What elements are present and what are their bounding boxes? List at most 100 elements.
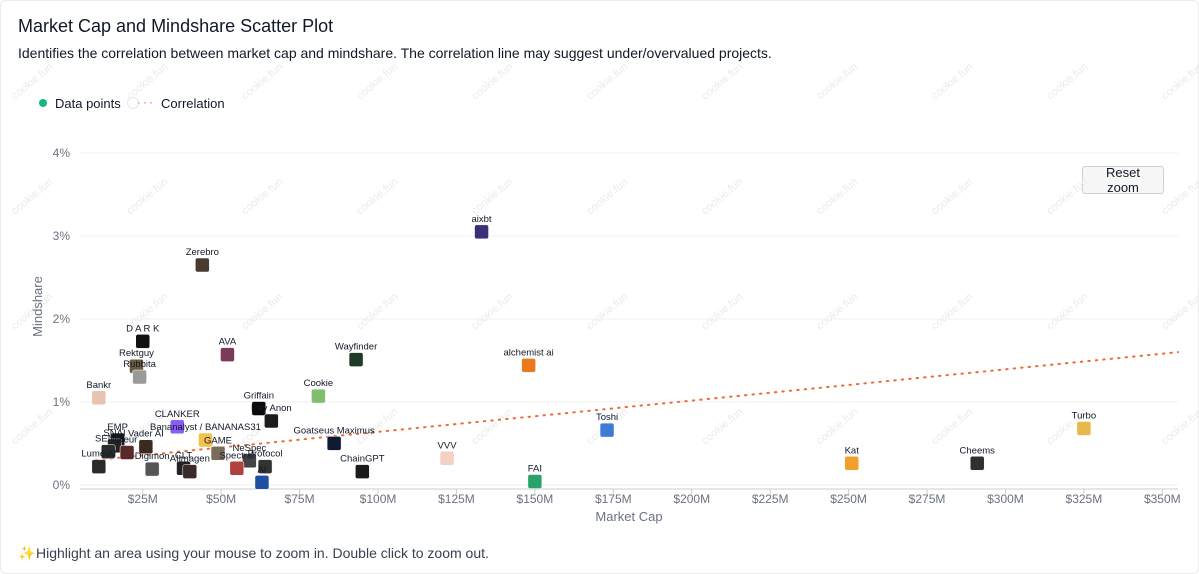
sparkle-icon: ✨ [18, 545, 36, 561]
data-point[interactable]: Toshi [596, 412, 618, 438]
data-point-label: CLT [175, 450, 192, 461]
y-axis-title: Mindshare [30, 276, 45, 337]
watermark: cookie.fun [929, 176, 975, 217]
data-point-logo [521, 358, 536, 373]
data-point-label: D A R K [126, 323, 160, 334]
x-tick-label: $250M [830, 492, 867, 506]
data-point[interactable]: Cheems [960, 445, 996, 471]
data-point-logo [474, 224, 489, 240]
watermark: cookie.fun [354, 61, 400, 102]
data-point-logo [969, 456, 985, 471]
x-tick-label: $75M [285, 492, 315, 506]
watermark: cookie.fun [469, 406, 515, 447]
data-point[interactable]: AI [254, 464, 270, 490]
data-point-logo [439, 451, 455, 466]
chart-subtitle: Identifies the correlation between marke… [18, 45, 772, 61]
data-point-label: Turbo [1072, 410, 1096, 421]
zoom-hint-text: Highlight an area using your mouse to zo… [36, 545, 489, 561]
data-point-logo [195, 257, 210, 273]
x-tick-label: $200M [673, 492, 710, 506]
data-point[interactable]: LumeiAI [81, 449, 116, 474]
data-point-logo [144, 461, 160, 477]
data-point-logo [229, 461, 245, 476]
data-point[interactable]: D A R K [126, 323, 160, 349]
y-tick-label: 0% [53, 478, 71, 492]
data-point-logo [527, 474, 543, 489]
data-point-logo [100, 444, 116, 459]
watermark: cookie.fun [929, 406, 975, 447]
data-point-label: Cheems [960, 445, 996, 456]
data-point[interactable]: Vader AI [128, 429, 164, 454]
y-axis: 0% 1% 2% 3% 4% [53, 146, 71, 492]
data-point-logo [1076, 421, 1092, 436]
data-point[interactable]: Pay Anon [251, 403, 292, 429]
watermark: cookie.fun [9, 61, 55, 102]
watermark: cookie.fun [1044, 291, 1090, 332]
data-point-logo [170, 419, 185, 435]
data-point-logo [264, 413, 279, 429]
data-point-label: AIlmagen [170, 454, 210, 465]
legend-label-data-points: Data points [55, 96, 121, 111]
data-point[interactable]: Protocol [248, 449, 283, 474]
data-point-label: Bananalyst / BANANAS31 [150, 422, 261, 433]
data-point[interactable]: AVA [219, 337, 237, 362]
data-point-logo [198, 432, 213, 448]
watermark: cookie.fun [124, 176, 170, 217]
data-point-logo [182, 464, 198, 479]
x-axis-title: Market Cap [595, 509, 662, 524]
data-point-label: Goatseus Maximus [293, 425, 375, 436]
data-point-label: ChainGPT [340, 454, 385, 465]
data-point[interactable]: Wayfinder [335, 342, 377, 367]
data-point-logo [242, 453, 257, 469]
data-point[interactable]: ChainGPT [340, 454, 385, 479]
data-point[interactable]: Bananalyst / BANANAS31 [150, 422, 261, 448]
data-point-label: alchemist ai [504, 347, 554, 358]
data-point[interactable]: Zerebro [186, 247, 219, 273]
reset-zoom-button[interactable]: Reset zoom [1082, 165, 1164, 195]
data-point[interactable]: Neur [117, 435, 138, 460]
x-tick-label: $350M [1144, 492, 1181, 506]
data-point[interactable]: Digimon [135, 451, 170, 477]
data-point[interactable]: Spectral [219, 450, 254, 476]
watermark: cookie.fun [354, 291, 400, 332]
data-point[interactable]: AIlmagen [170, 454, 210, 479]
watermark: cookie.fun [1044, 176, 1090, 217]
data-point-logo [91, 390, 107, 405]
watermark: cookie.fun [814, 406, 860, 447]
data-point[interactable]: Griffain [244, 391, 274, 416]
data-point[interactable]: NeSpec [232, 443, 267, 469]
y-tick-label: 1% [53, 395, 71, 409]
data-point[interactable]: VVV [438, 440, 458, 466]
data-point-logo [355, 464, 370, 479]
data-point-logo [91, 459, 107, 474]
y-tick-label: 4% [53, 146, 71, 160]
watermark: cookie.fun [239, 61, 285, 102]
watermark: cookie.fun [469, 176, 515, 217]
watermark: cookie.fun [584, 61, 630, 102]
watermark: cookie.fun [239, 176, 285, 217]
data-point[interactable]: Turbo [1072, 410, 1096, 436]
data-point[interactable]: CLANKER [155, 409, 200, 435]
data-point[interactable]: Rubbita [123, 359, 157, 385]
data-point[interactable]: FAI [527, 464, 543, 489]
watermark: cookie.fun [584, 176, 630, 217]
data-point[interactable]: Cookie [304, 378, 334, 404]
data-point[interactable]: GAME [204, 435, 232, 461]
watermark: cookie.fun [814, 291, 860, 332]
data-point-label: AVA [219, 337, 237, 348]
data-point-label: Vader AI [128, 429, 164, 440]
data-point-label: LumeiAI [81, 449, 116, 460]
data-point-logo [599, 422, 615, 438]
data-point[interactable]: aixbt [472, 214, 492, 240]
x-tick-label: $225M [752, 492, 789, 506]
data-point-label: Spectral [219, 450, 254, 461]
data-point[interactable]: Kat [844, 445, 860, 471]
data-point[interactable]: SEND [95, 434, 122, 459]
data-point[interactable]: alchemist ai [504, 347, 554, 373]
data-point-logo [348, 352, 364, 367]
data-point[interactable]: Bankr [86, 380, 111, 405]
data-point[interactable]: Goatseus Maximus [293, 425, 375, 451]
data-point-label: Neur [117, 435, 138, 446]
